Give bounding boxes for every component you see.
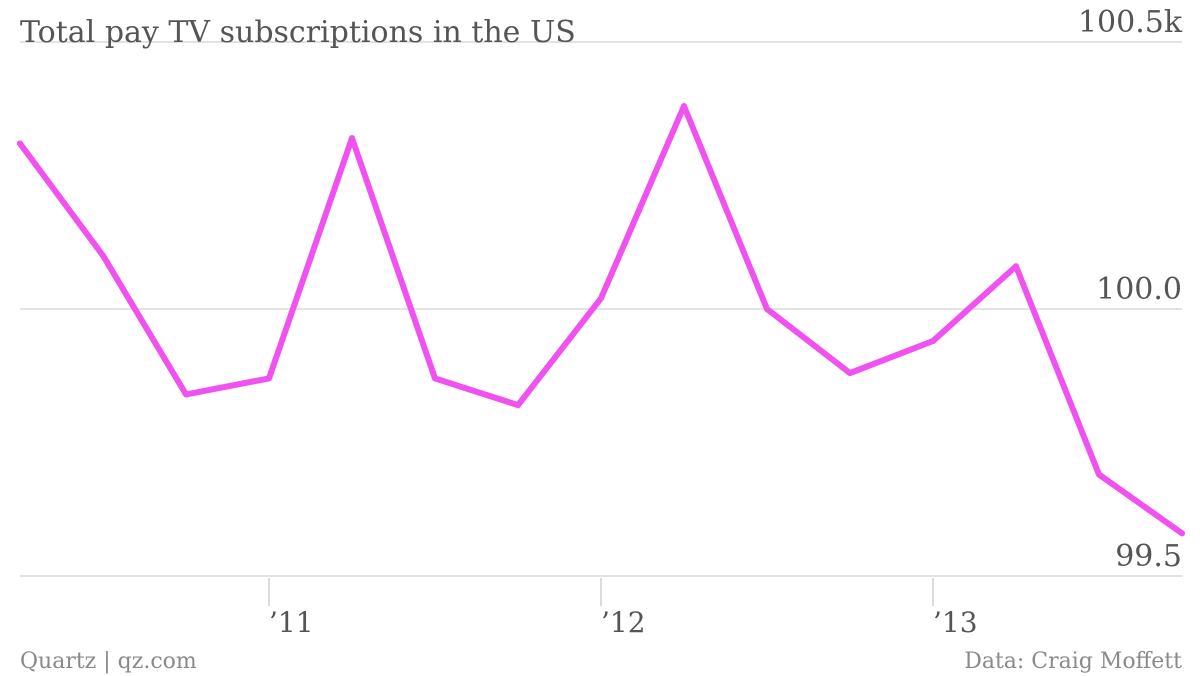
y-tick-label: 99.5 — [1115, 539, 1182, 574]
data-point — [432, 375, 438, 382]
data-point — [930, 338, 936, 345]
y-tick-label: 100.5k — [1078, 5, 1183, 40]
x-tick-label: ’13 — [933, 606, 978, 639]
data-point — [266, 375, 272, 382]
series-line — [17, 103, 1185, 537]
x-tick-label: ’12 — [601, 606, 646, 639]
x-axis: ’11 ’12 ’13 — [268, 578, 978, 639]
data-point — [349, 135, 355, 142]
data-point — [100, 252, 106, 259]
series-layer — [17, 103, 1185, 537]
source-left: Quartz | qz.com — [20, 649, 197, 674]
data-point — [681, 103, 687, 110]
data-point — [183, 391, 189, 398]
data-point — [1013, 263, 1019, 270]
grid-lines — [20, 41, 1182, 577]
y-tick-label: 100.0 — [1096, 272, 1182, 307]
x-tick-label: ’11 — [269, 606, 314, 639]
data-point — [598, 295, 604, 302]
data-point — [17, 140, 23, 147]
chart-title: Total pay TV subscriptions in the US — [20, 15, 576, 50]
data-point — [847, 370, 853, 377]
data-point — [1179, 530, 1185, 537]
source-right: Data: Craig Moffett — [964, 649, 1182, 674]
data-point — [764, 306, 770, 312]
data-point — [1096, 471, 1102, 478]
y-axis: 100.5k 100.0 99.5 — [1078, 5, 1183, 574]
data-point — [515, 402, 521, 409]
